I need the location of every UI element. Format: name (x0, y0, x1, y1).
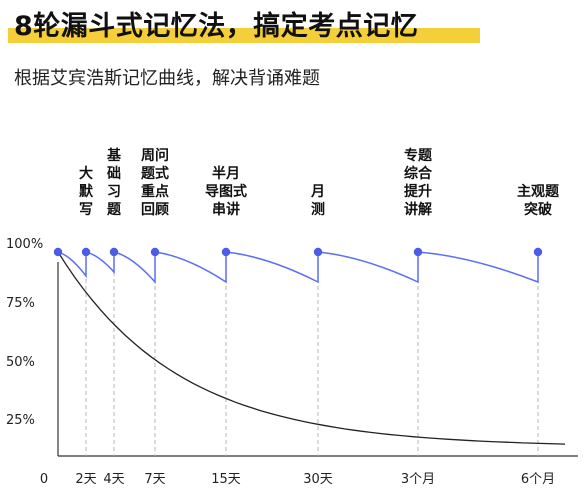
stage-label: 题 (107, 202, 122, 218)
stage-label: 默 (79, 184, 94, 200)
review-point (221, 247, 231, 257)
y-tick-label: 25% (6, 413, 35, 428)
x-tick-label: 15天 (211, 472, 241, 487)
stage-label: 综合 (404, 165, 433, 182)
y-tick-label: 50% (6, 355, 35, 370)
review-segment (85, 251, 115, 274)
x-tick-label: 7天 (144, 472, 165, 487)
x-tick-label: 3个月 (401, 472, 435, 487)
stage-label: 月 (310, 184, 325, 200)
stage-label: 写 (79, 202, 93, 218)
x-tick-label: 4天 (103, 472, 124, 487)
review-point (413, 247, 423, 257)
stage-label: 提升 (404, 183, 432, 200)
review-point (53, 247, 63, 257)
y-tick-label: 100% (6, 237, 43, 252)
stage-label: 重点 (141, 183, 169, 200)
page-title: 8轮漏斗式记忆法，搞定考点记忆 (14, 11, 419, 42)
x-tick-label: 2天 (75, 472, 96, 487)
review-segment (225, 251, 319, 284)
stage-label: 础 (107, 165, 121, 182)
stage-label: 导图式 (205, 183, 247, 200)
y-tick-label: 75% (6, 296, 35, 311)
stage-label: 回顾 (141, 202, 169, 218)
forgetting-curve (57, 251, 566, 445)
x-tick-label: 6个月 (521, 472, 555, 487)
review-segment (417, 251, 539, 284)
page-subtitle: 根据艾宾浩斯记忆曲线，解决背诵难题 (14, 68, 320, 89)
review-segment (113, 251, 156, 284)
stage-label: 大 (79, 165, 93, 182)
stage-label: 基 (107, 147, 122, 164)
review-segment (154, 251, 227, 284)
stage-label: 习 (107, 184, 121, 200)
stage-label: 突破 (524, 201, 552, 218)
stage-label: 讲解 (404, 201, 432, 218)
x-tick-label: 0 (40, 472, 48, 487)
stage-label: 周问 (141, 147, 169, 164)
stage-label: 测 (311, 201, 325, 218)
review-point (150, 247, 160, 257)
stage-label: 串讲 (212, 201, 240, 218)
title-highlight (8, 28, 480, 43)
review-segment (317, 251, 419, 284)
stage-label: 主观题 (517, 183, 560, 200)
review-point (81, 247, 91, 257)
stage-label: 题式 (141, 165, 169, 182)
stage-label: 半月 (212, 165, 240, 182)
review-point (533, 247, 543, 257)
title-block: 8轮漏斗式记忆法，搞定考点记忆 (8, 4, 480, 43)
stage-label: 专题 (404, 147, 433, 164)
review-point (313, 247, 323, 257)
x-tick-label: 30天 (303, 472, 333, 487)
review-point (109, 247, 119, 257)
